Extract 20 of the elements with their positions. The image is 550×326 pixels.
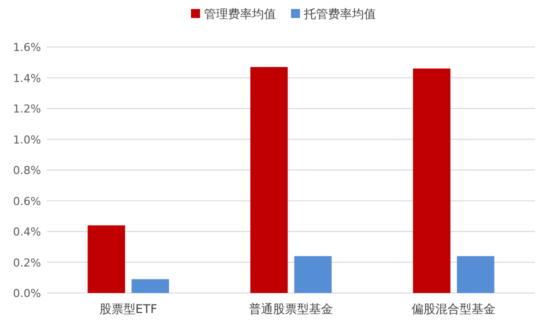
y-tick-label: 0.2% (13, 256, 41, 270)
bar (250, 66, 288, 293)
y-tick-label: 0.4% (13, 226, 41, 238)
bar (88, 225, 126, 293)
y-tick-label: 0.6% (13, 194, 41, 208)
x-tick-label: 偏股混合型基金 (412, 302, 496, 316)
x-tick-label: 普通股票型基金 (249, 302, 333, 316)
bar (456, 256, 494, 293)
bar (294, 256, 332, 293)
legend-label: 托管费率均值 (303, 7, 376, 21)
y-tick-label: 1.6% (13, 41, 41, 54)
x-tick-label: 股票型ETF (99, 302, 158, 316)
legend-label: 管理费率均值 (204, 7, 276, 21)
bar (132, 279, 169, 293)
y-tick-label: 0.0% (13, 287, 41, 300)
y-tick-label: 1.0% (13, 133, 41, 146)
y-tick-label: 1.4% (13, 72, 41, 85)
bar (413, 68, 450, 293)
y-tick-label: 0.8% (13, 164, 41, 177)
y-tick-label: 1.2% (13, 102, 41, 116)
